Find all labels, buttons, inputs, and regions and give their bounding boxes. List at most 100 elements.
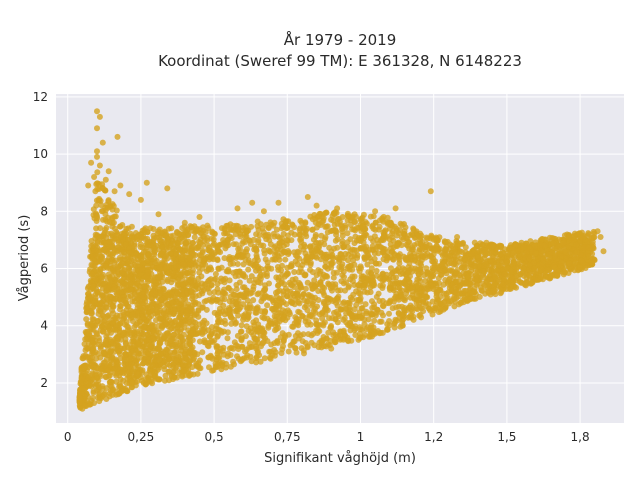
- data-point: [256, 352, 263, 359]
- data-point: [234, 227, 241, 234]
- data-point: [127, 355, 134, 362]
- data-point: [280, 230, 287, 237]
- data-point: [157, 314, 164, 321]
- data-point: [291, 224, 298, 231]
- data-point: [387, 280, 394, 287]
- data-point: [224, 329, 231, 336]
- data-point: [297, 284, 304, 291]
- data-point: [460, 296, 467, 303]
- data-point: [406, 278, 413, 285]
- data-point: [378, 309, 385, 316]
- data-point: [270, 299, 277, 306]
- data-point: [309, 226, 316, 233]
- data-point: [328, 260, 335, 267]
- data-point: [255, 340, 262, 346]
- data-point: [274, 252, 281, 259]
- data-point: [537, 275, 544, 282]
- data-point: [295, 316, 302, 323]
- data-point: [250, 297, 257, 304]
- data-point: [577, 238, 584, 245]
- data-point: [351, 247, 358, 253]
- data-point: [199, 319, 206, 326]
- data-point: [215, 247, 222, 254]
- data-point: [384, 321, 391, 328]
- data-point: [224, 335, 231, 342]
- data-point: [201, 233, 207, 240]
- data-point: [266, 280, 272, 287]
- data-point: [222, 320, 229, 327]
- data-point: [353, 302, 360, 308]
- data-point: [244, 352, 251, 359]
- data-point: [104, 313, 111, 320]
- data-point: [242, 311, 249, 318]
- data-point: [220, 237, 227, 243]
- data-point: [229, 255, 236, 261]
- data-point: [278, 279, 285, 286]
- data-point: [253, 359, 260, 366]
- data-point: [298, 243, 304, 250]
- data-point: [324, 254, 331, 261]
- data-point: [340, 244, 347, 250]
- data-point: [311, 342, 318, 349]
- data-point: [128, 361, 135, 368]
- data-point: [550, 240, 557, 247]
- data-point: [237, 328, 244, 335]
- data-point: [309, 269, 316, 276]
- data-point: [281, 273, 288, 280]
- data-point: [195, 363, 202, 370]
- data-point: [163, 302, 170, 309]
- data-point: [308, 302, 315, 309]
- data-point: [131, 252, 138, 258]
- data-point: [584, 238, 591, 245]
- data-point: [188, 224, 195, 231]
- data-point: [257, 358, 264, 365]
- data-point: [370, 213, 377, 220]
- data-point: [275, 315, 282, 322]
- data-point: [389, 269, 396, 276]
- data-point: [400, 236, 407, 243]
- data-point: [238, 322, 245, 329]
- data-point: [235, 223, 241, 230]
- data-point: [248, 358, 255, 365]
- data-point: [262, 285, 269, 292]
- data-point: [221, 279, 228, 286]
- data-point: [384, 214, 391, 221]
- chart-subtitle: Koordinat (Sweref 99 TM): E 361328, N 61…: [158, 52, 522, 70]
- data-point: [368, 270, 375, 277]
- chart-title: År 1979 - 2019: [284, 30, 397, 49]
- data-point: [440, 306, 447, 313]
- data-point: [297, 332, 304, 339]
- data-point: [324, 296, 331, 303]
- data-point: [393, 274, 399, 281]
- data-point: [155, 228, 162, 235]
- data-point: [250, 332, 257, 339]
- data-point: [207, 352, 214, 359]
- data-point: [461, 278, 468, 284]
- data-point: [233, 281, 240, 288]
- data-point: [532, 250, 539, 257]
- data-point: [465, 273, 472, 280]
- data-point: [305, 291, 312, 298]
- data-point: [526, 255, 533, 262]
- data-point: [462, 264, 469, 271]
- data-point: [392, 293, 399, 300]
- data-point: [405, 264, 412, 271]
- data-point: [187, 269, 194, 276]
- data-point: [131, 298, 138, 305]
- data-point: [320, 343, 327, 350]
- data-point: [461, 255, 468, 262]
- data-point: [562, 248, 568, 255]
- data-point: [227, 306, 233, 313]
- data-point: [485, 245, 492, 252]
- data-point: [522, 281, 528, 288]
- data-point: [432, 304, 439, 311]
- data-point: [347, 262, 354, 269]
- data-point: [330, 274, 337, 281]
- data-point: [234, 353, 240, 360]
- data-point: [287, 294, 294, 301]
- data-point: [423, 241, 430, 248]
- data-point: [257, 265, 264, 272]
- data-point: [224, 236, 231, 243]
- data-point: [206, 364, 212, 371]
- data-point: [248, 273, 255, 280]
